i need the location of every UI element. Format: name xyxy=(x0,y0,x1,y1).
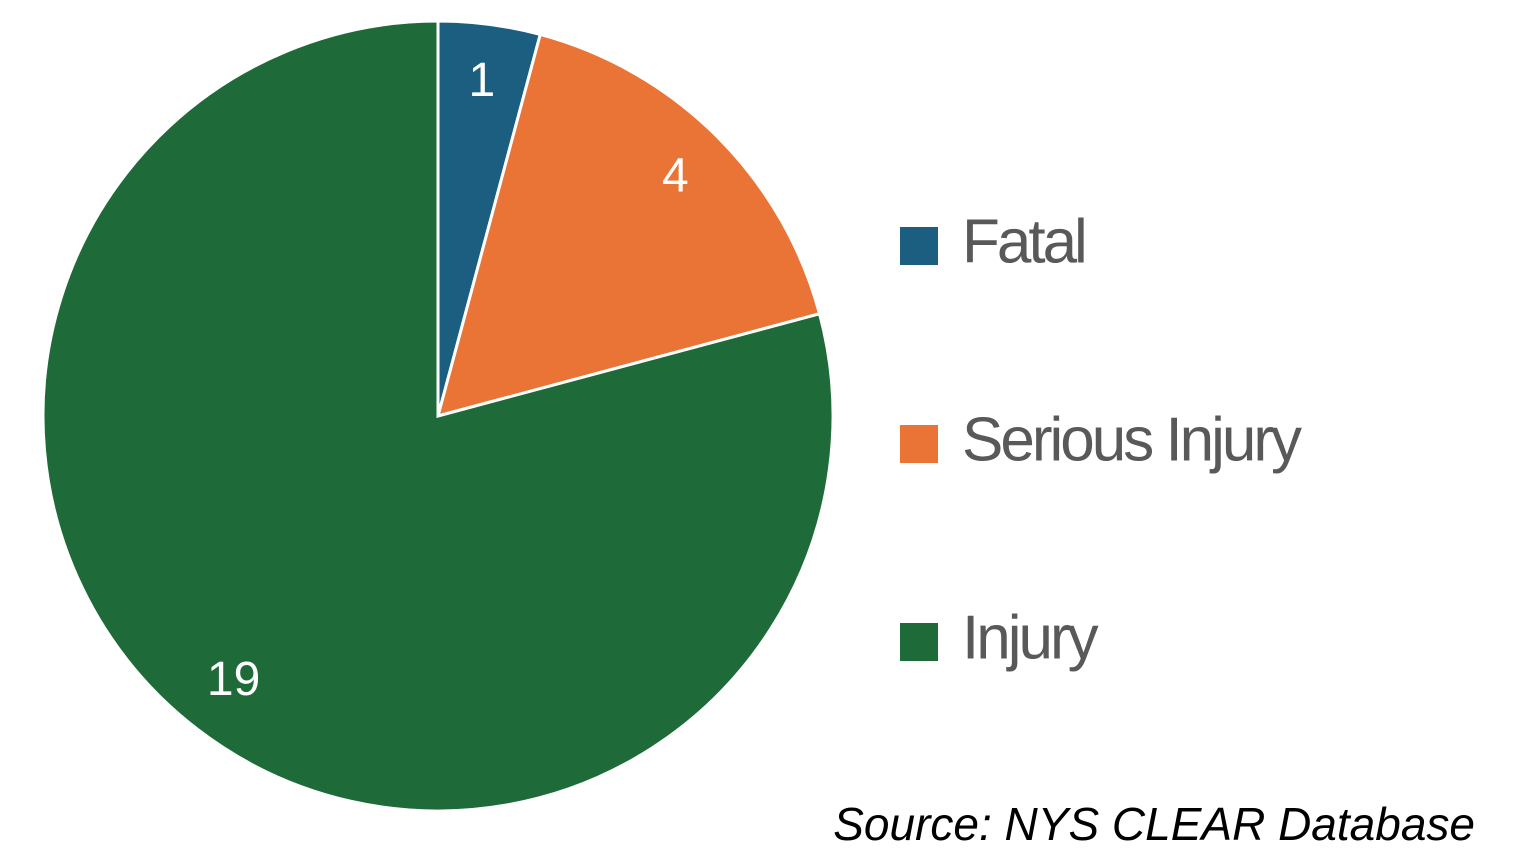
data-label: 1 xyxy=(468,54,495,107)
data-label: 19 xyxy=(207,653,260,706)
legend-swatch xyxy=(900,623,938,661)
legend-label: Serious Injury xyxy=(962,405,1302,474)
pie-slice xyxy=(435,32,822,419)
legend-label: Fatal xyxy=(962,207,1085,276)
legend-swatch xyxy=(900,227,938,265)
legend-swatch xyxy=(900,425,938,463)
source: Source: NYS CLEAR Database xyxy=(833,798,1475,850)
pie-slice xyxy=(41,19,835,813)
data-label: 4 xyxy=(662,149,689,202)
legend-label: Injury xyxy=(962,603,1099,672)
